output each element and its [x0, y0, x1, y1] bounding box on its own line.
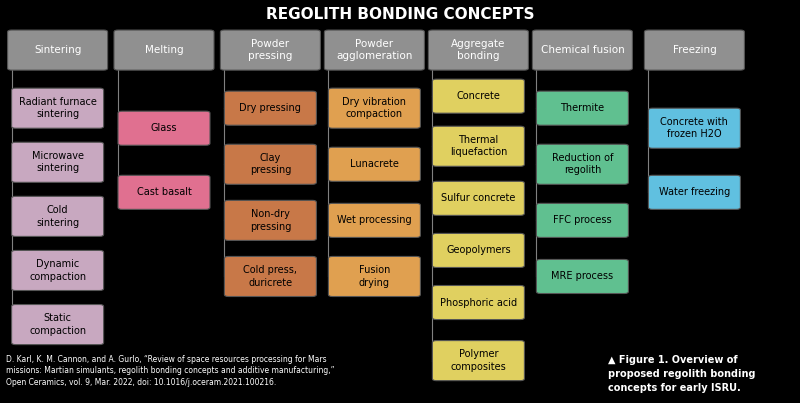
Text: Cast basalt: Cast basalt	[137, 187, 191, 197]
Text: Thermal
liquefaction: Thermal liquefaction	[450, 135, 507, 158]
Text: Reduction of
regolith: Reduction of regolith	[552, 153, 613, 175]
FancyBboxPatch shape	[648, 175, 741, 209]
Text: Aggregate
bonding: Aggregate bonding	[451, 39, 506, 61]
Text: Concrete: Concrete	[457, 91, 500, 101]
Text: MRE process: MRE process	[551, 272, 614, 281]
FancyBboxPatch shape	[536, 204, 629, 237]
FancyBboxPatch shape	[7, 30, 107, 70]
FancyBboxPatch shape	[118, 111, 210, 145]
Text: Fusion
drying: Fusion drying	[358, 265, 390, 288]
Text: Lunacrete: Lunacrete	[350, 159, 399, 169]
FancyBboxPatch shape	[432, 233, 525, 268]
Text: Cold
sintering: Cold sintering	[36, 205, 79, 228]
Text: Sulfur concrete: Sulfur concrete	[442, 193, 515, 204]
FancyBboxPatch shape	[329, 256, 421, 297]
Text: Cold press,
duricrete: Cold press, duricrete	[243, 265, 298, 288]
Text: Powder
agglomeration: Powder agglomeration	[336, 39, 413, 61]
FancyBboxPatch shape	[11, 250, 103, 291]
Text: Non-dry
pressing: Non-dry pressing	[250, 209, 291, 232]
Text: Clay
pressing: Clay pressing	[250, 153, 291, 175]
Text: Radiant furnace
sintering: Radiant furnace sintering	[18, 97, 97, 119]
FancyBboxPatch shape	[224, 91, 317, 125]
Text: Thermite: Thermite	[560, 103, 605, 113]
FancyBboxPatch shape	[432, 285, 525, 320]
FancyBboxPatch shape	[432, 341, 525, 381]
FancyBboxPatch shape	[329, 204, 421, 237]
FancyBboxPatch shape	[536, 260, 629, 293]
FancyBboxPatch shape	[432, 126, 525, 166]
FancyBboxPatch shape	[329, 88, 421, 128]
Text: Melting: Melting	[145, 45, 183, 55]
Text: ▲ Figure 1. Overview of
proposed regolith bonding
concepts for early ISRU.: ▲ Figure 1. Overview of proposed regolit…	[608, 355, 755, 393]
FancyBboxPatch shape	[11, 142, 103, 182]
FancyBboxPatch shape	[536, 91, 629, 125]
FancyBboxPatch shape	[118, 175, 210, 209]
FancyBboxPatch shape	[533, 30, 632, 70]
Text: Sintering: Sintering	[34, 45, 82, 55]
FancyBboxPatch shape	[224, 144, 317, 184]
FancyBboxPatch shape	[114, 30, 214, 70]
Text: REGOLITH BONDING CONCEPTS: REGOLITH BONDING CONCEPTS	[266, 6, 534, 21]
FancyBboxPatch shape	[224, 200, 317, 241]
FancyBboxPatch shape	[648, 108, 741, 148]
Text: Static
compaction: Static compaction	[29, 314, 86, 336]
Text: Dry pressing: Dry pressing	[239, 103, 302, 113]
FancyBboxPatch shape	[11, 88, 103, 128]
FancyBboxPatch shape	[224, 256, 317, 297]
Text: Glass: Glass	[150, 123, 178, 133]
Text: Water freezing: Water freezing	[658, 187, 730, 197]
Text: Microwave
sintering: Microwave sintering	[31, 151, 83, 173]
Text: Concrete with
frozen H2O: Concrete with frozen H2O	[661, 117, 728, 139]
FancyBboxPatch shape	[429, 30, 528, 70]
Text: Polymer
composites: Polymer composites	[450, 349, 506, 372]
Text: Wet processing: Wet processing	[337, 215, 412, 225]
FancyBboxPatch shape	[536, 144, 629, 184]
Text: Dynamic
compaction: Dynamic compaction	[29, 259, 86, 282]
FancyBboxPatch shape	[325, 30, 424, 70]
FancyBboxPatch shape	[221, 30, 321, 70]
Text: Phosphoric acid: Phosphoric acid	[440, 297, 517, 307]
FancyBboxPatch shape	[11, 305, 103, 345]
Text: Dry vibration
compaction: Dry vibration compaction	[342, 97, 406, 119]
FancyBboxPatch shape	[329, 147, 421, 181]
Text: FFC process: FFC process	[553, 215, 612, 225]
FancyBboxPatch shape	[11, 196, 103, 237]
Text: Powder
pressing: Powder pressing	[248, 39, 293, 61]
Text: Chemical fusion: Chemical fusion	[541, 45, 624, 55]
FancyBboxPatch shape	[432, 181, 525, 215]
Text: Geopolymers: Geopolymers	[446, 245, 510, 256]
FancyBboxPatch shape	[432, 79, 525, 113]
Text: Freezing: Freezing	[673, 45, 716, 55]
FancyBboxPatch shape	[645, 30, 744, 70]
Text: D. Karl, K. M. Cannon, and A. Gurlo, “Review of space resources processing for M: D. Karl, K. M. Cannon, and A. Gurlo, “Re…	[6, 355, 334, 387]
